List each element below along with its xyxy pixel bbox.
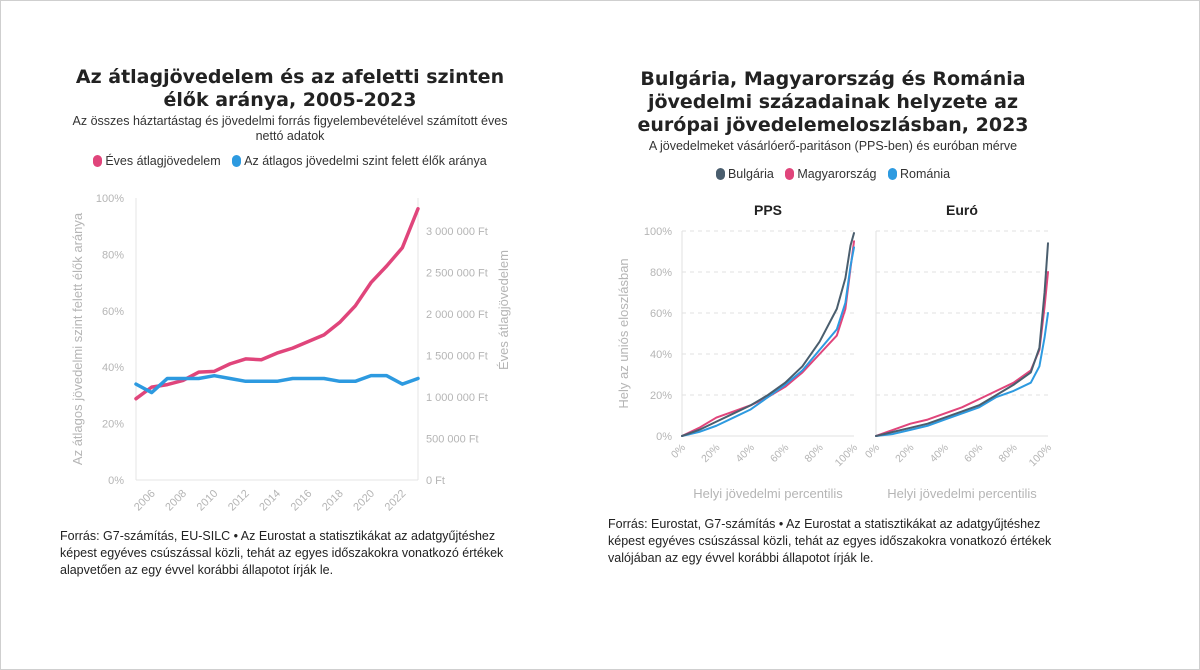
y-tick-label: 100% — [96, 193, 124, 205]
x-tick-label: 80% — [996, 442, 1019, 465]
x-tick-label: 2006 — [132, 488, 158, 514]
x-tick-label: 2022 — [383, 488, 409, 514]
right-chart-title: Bulgária, Magyarország és Románia jövede… — [637, 68, 1029, 136]
legend-swatch — [715, 168, 725, 180]
x-tick-label: 40% — [734, 442, 757, 465]
x-tick-label: 20% — [893, 442, 916, 465]
x-tick-label: 2014 — [257, 488, 283, 514]
x-axis-title-pps: Helyi jövedelmi percentilis — [693, 486, 843, 501]
x-axis-title-euro: Helyi jövedelmi percentilis — [887, 486, 1037, 501]
y2-tick-label: 500 000 Ft — [426, 434, 479, 446]
y2-axis-title: Éves átlagjövedelem — [496, 250, 511, 370]
right-small-multiples-chart: PPS 0% 20% 40% 60% 80% 100% Hely az uniós elosz… — [616, 202, 1054, 501]
legend-item-bulgaria[interactable]: Bulgária — [715, 167, 774, 181]
left-chart-header: Az átlagjövedelem és az afeletti szinten… — [60, 66, 520, 168]
series-line-bulgária — [681, 232, 855, 437]
y-tick-label: 0% — [108, 475, 124, 487]
y2-tick-label: 0 Ft — [426, 475, 445, 487]
y2-tick-label: 2 500 000 Ft — [426, 268, 488, 280]
series-line-románia — [681, 246, 855, 437]
legend-label: Az átlagos jövedelmi szint felett élők a… — [244, 154, 487, 168]
x-tick-label: 2012 — [226, 488, 252, 514]
series-line-románia — [875, 312, 1049, 437]
x-tick-label: 2018 — [320, 488, 346, 514]
y-axis-title: Hely az uniós eloszlásban — [616, 258, 631, 408]
left-line-chart: 0% 20% 40% 60% 80% 100% 0 Ft 500 000 Ft 1 000 00… — [70, 193, 511, 514]
facet-title-euro: Euró — [946, 202, 978, 218]
legend-swatch — [232, 155, 242, 167]
y2-tick-label: 1 500 000 Ft — [426, 351, 488, 363]
x-tick-label: 100% — [1027, 442, 1054, 469]
y-tick-label: 20% — [650, 390, 672, 402]
right-chart-legend: Bulgária Magyarország Románia — [608, 167, 1058, 181]
x-tick-label: 60% — [768, 442, 791, 465]
facet-title-pps: PPS — [754, 202, 782, 218]
left-chart-title: Az átlagjövedelem és az afeletti szinten… — [75, 66, 505, 111]
y-tick-label: 20% — [102, 419, 124, 431]
y-tick-label: 0% — [656, 431, 672, 443]
left-chart-legend: Éves átlagjövedelem Az átlagos jövedelmi… — [60, 154, 520, 168]
right-source-note: Forrás: Eurostat, G7-számítás • Az Euros… — [608, 517, 1052, 565]
y-tick-label: 80% — [102, 249, 124, 261]
x-tick-label: 0% — [863, 442, 882, 461]
y-tick-label: 40% — [650, 349, 672, 361]
y2-tick-label: 1 000 000 Ft — [426, 392, 488, 404]
left-source-note: Forrás: G7-számítás, EU-SILC • Az Eurost… — [60, 529, 504, 577]
y-tick-label: 60% — [650, 308, 672, 320]
legend-item-hungary[interactable]: Magyarország — [785, 167, 877, 181]
y2-tick-label: 3 000 000 Ft — [426, 226, 488, 238]
x-tick-label: 40% — [928, 442, 951, 465]
series-line-magyarország — [681, 240, 855, 437]
left-chart-subtitle: Az összes háztartástag és jövedelmi forr… — [72, 114, 508, 143]
series-line-income — [134, 207, 420, 401]
x-tick-label: 2008 — [163, 488, 189, 514]
legend-swatch — [888, 168, 897, 180]
legend-swatch — [93, 155, 103, 167]
legend-label: Éves átlagjövedelem — [105, 154, 221, 168]
y-tick-label: 40% — [102, 362, 124, 374]
legend-swatch — [785, 168, 795, 180]
y-axis-title: Az átlagos jövedelmi szint felett élők a… — [70, 212, 85, 465]
legend-label: Magyarország — [797, 167, 877, 181]
legend-label: Románia — [900, 167, 951, 181]
x-tick-label: 80% — [802, 442, 825, 465]
x-tick-label: 0% — [669, 442, 688, 461]
y-tick-label: 80% — [650, 267, 672, 279]
legend-item-income[interactable]: Éves átlagjövedelem — [93, 154, 221, 168]
legend-item-share[interactable]: Az átlagos jövedelmi szint felett élők a… — [232, 154, 487, 168]
right-chart-subtitle: A jövedelmeket vásárlóerő-paritáson (PPS… — [648, 139, 1018, 153]
y-tick-label: 60% — [102, 306, 124, 318]
x-tick-label: 20% — [699, 442, 722, 465]
legend-item-romania[interactable]: Románia — [888, 167, 950, 181]
series-line-share — [134, 373, 420, 395]
x-tick-label: 2010 — [195, 488, 221, 514]
x-tick-label: 100% — [833, 442, 860, 469]
x-tick-label: 60% — [962, 442, 985, 465]
legend-label: Bulgária — [727, 167, 774, 181]
y2-tick-label: 2 000 000 Ft — [426, 309, 488, 321]
x-tick-label: 2016 — [289, 488, 315, 514]
y-tick-label: 100% — [644, 226, 672, 238]
series-line-bulgária — [875, 242, 1049, 437]
x-tick-label: 2020 — [351, 488, 377, 514]
right-chart-header: Bulgária, Magyarország és Románia jövede… — [608, 68, 1058, 181]
